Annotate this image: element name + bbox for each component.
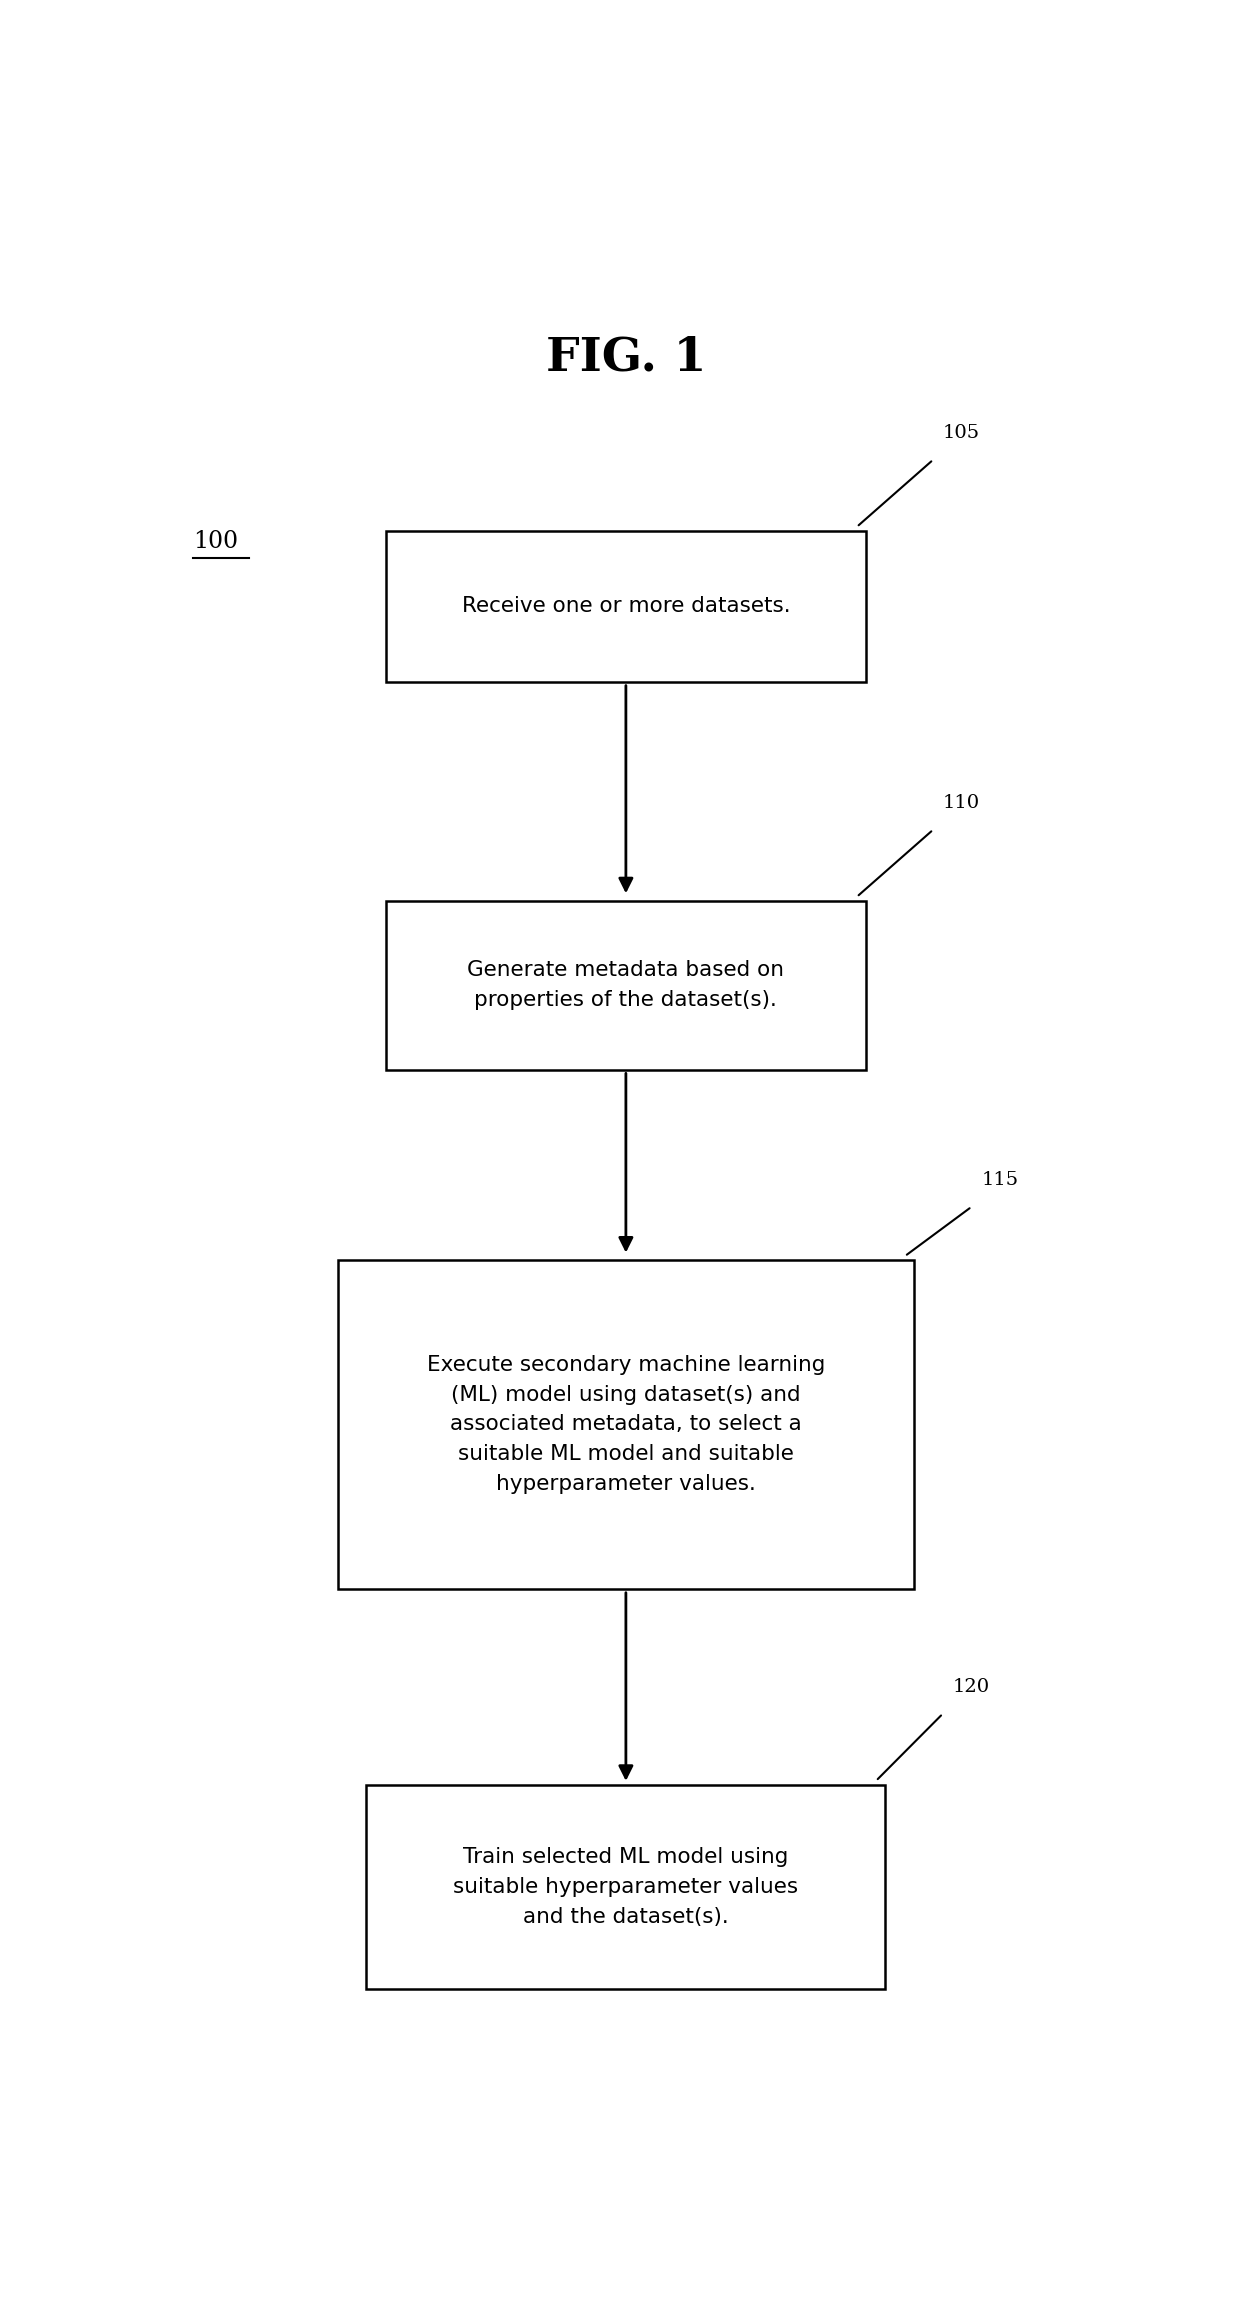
Text: Execute secondary machine learning
(ML) model using dataset(s) and
associated me: Execute secondary machine learning (ML) … xyxy=(427,1356,825,1495)
Text: Train selected ML model using
suitable hyperparameter values
and the dataset(s).: Train selected ML model using suitable h… xyxy=(454,1848,799,1927)
Text: FIG. 1: FIG. 1 xyxy=(546,335,706,381)
Text: 105: 105 xyxy=(942,423,980,441)
Text: 120: 120 xyxy=(952,1677,990,1696)
FancyBboxPatch shape xyxy=(386,531,866,681)
FancyBboxPatch shape xyxy=(386,901,866,1070)
Text: Receive one or more datasets.: Receive one or more datasets. xyxy=(461,596,790,617)
FancyBboxPatch shape xyxy=(337,1259,914,1589)
Text: 115: 115 xyxy=(982,1171,1018,1190)
Text: Generate metadata based on
properties of the dataset(s).: Generate metadata based on properties of… xyxy=(467,961,785,1009)
Text: 100: 100 xyxy=(193,529,238,552)
Text: 110: 110 xyxy=(942,795,980,811)
FancyBboxPatch shape xyxy=(367,1786,885,1989)
